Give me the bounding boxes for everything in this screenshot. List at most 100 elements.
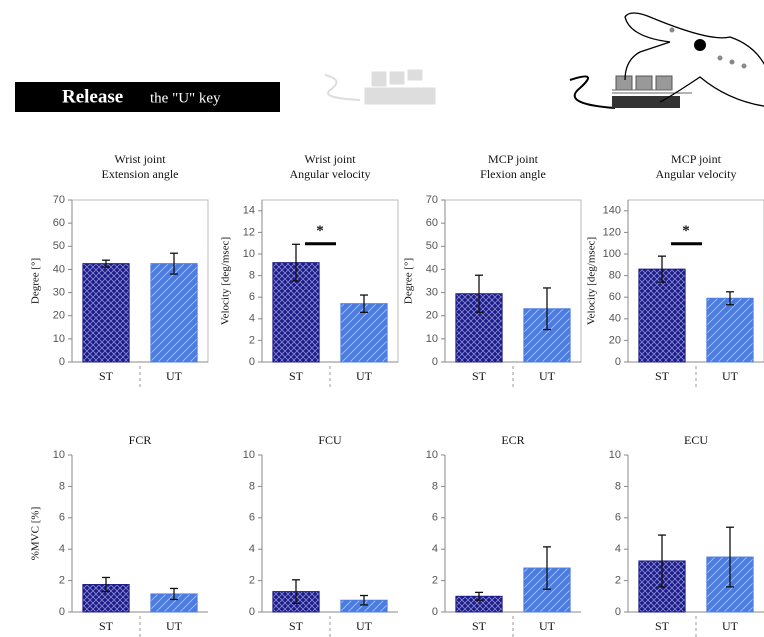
y-tick-label: 10 [53,449,65,461]
chart-title: ECR [501,433,524,447]
y-tick-label: 8 [432,480,438,492]
chart-title: MCP joint [671,152,722,166]
y-tick-label: 80 [609,270,621,282]
y-tick-label: 10 [243,449,255,461]
y-tick-label: 40 [426,263,438,275]
y-tick-label: 70 [53,194,65,206]
x-tick-label: UT [166,619,183,633]
y-tick-label: 8 [249,480,255,492]
chart-title: FCU [318,433,342,447]
y-tick-label: 10 [426,449,438,461]
y-tick-label: 6 [615,512,621,524]
y-tick-label: 10 [609,449,621,461]
keyboard-faded [324,69,436,105]
bar [82,263,130,363]
y-tick-label: 2 [615,575,621,587]
chart-title: Wrist joint [114,152,166,166]
x-tick-label: UT [539,619,556,633]
y-tick-label: 2 [432,575,438,587]
y-tick-label: 50 [426,240,438,252]
y-tick-label: 6 [59,512,65,524]
bar [340,303,388,363]
bar [638,268,686,363]
y-axis-label: %MVC [%] [30,507,42,560]
header: Release the "U" key [15,12,764,112]
x-tick-label: UT [722,619,739,633]
chart-subtitle: Angular velocity [290,167,371,181]
y-axis-label: Velocity [deg/msec] [586,237,598,325]
bar [150,263,198,363]
y-tick-label: 100 [603,248,621,260]
x-tick-label: UT [356,619,373,633]
y-tick-label: 60 [426,217,438,229]
x-tick-label: ST [472,619,487,633]
y-tick-label: 12 [243,226,255,238]
y-tick-label: 0 [615,356,621,368]
y-tick-label: 6 [249,512,255,524]
y-tick-label: 4 [249,313,255,325]
chart-title: Wrist joint [304,152,356,166]
chart-subtitle: Flexion angle [480,167,546,181]
y-tick-label: 4 [615,543,621,555]
y-tick-label: 8 [249,270,255,282]
y-tick-label: 0 [615,606,621,618]
bar [706,297,754,363]
y-tick-label: 8 [615,480,621,492]
y-tick-label: 20 [609,334,621,346]
y-tick-label: 30 [53,286,65,298]
y-tick-label: 0 [249,356,255,368]
chart-title: ECU [684,433,708,447]
y-tick-label: 0 [432,356,438,368]
y-axis-label: Degree [°] [30,258,42,304]
y-tick-label: 0 [432,606,438,618]
chart-subtitle: Angular velocity [656,167,737,181]
x-tick-label: ST [655,369,670,383]
x-tick-label: UT [356,369,373,383]
x-tick-label: ST [655,619,670,633]
y-tick-label: 120 [603,226,621,238]
x-tick-label: ST [472,369,487,383]
chart-subtitle: Extension angle [102,167,179,181]
y-tick-label: 140 [603,205,621,217]
y-tick-label: 50 [53,240,65,252]
x-tick-label: UT [166,369,183,383]
x-tick-label: ST [289,369,304,383]
y-tick-label: 40 [609,313,621,325]
y-axis-label: Velocity [deg/msec] [220,237,232,325]
chart-title: MCP joint [488,152,539,166]
y-tick-label: 2 [249,575,255,587]
x-tick-label: ST [289,619,304,633]
y-tick-label: 70 [426,194,438,206]
y-tick-label: 60 [609,291,621,303]
y-tick-label: 6 [249,291,255,303]
y-tick-label: 2 [59,575,65,587]
y-tick-label: 0 [59,606,65,618]
y-tick-label: 20 [53,310,65,322]
x-tick-label: ST [99,369,114,383]
y-tick-label: 10 [426,333,438,345]
y-tick-label: 0 [59,356,65,368]
y-tick-label: 60 [53,217,65,229]
y-tick-label: 20 [426,310,438,322]
y-tick-label: 10 [53,333,65,345]
y-tick-label: 40 [53,263,65,275]
y-tick-label: 8 [59,480,65,492]
y-tick-label: 2 [249,334,255,346]
hand-illustration [569,12,764,109]
y-tick-label: 4 [249,543,255,555]
y-tick-label: 4 [432,543,438,555]
bar [523,567,571,613]
header-box [15,82,280,112]
y-tick-label: 4 [59,543,65,555]
chart-title: FCR [129,433,152,447]
y-axis-label: Degree [°] [403,258,415,304]
x-tick-label: UT [539,369,556,383]
y-tick-label: 10 [243,248,255,260]
y-tick-label: 6 [432,512,438,524]
y-tick-label: 30 [426,286,438,298]
y-tick-label: 14 [243,205,255,217]
y-tick-label: 0 [249,606,255,618]
significance-label: * [682,223,690,239]
x-tick-label: ST [99,619,114,633]
